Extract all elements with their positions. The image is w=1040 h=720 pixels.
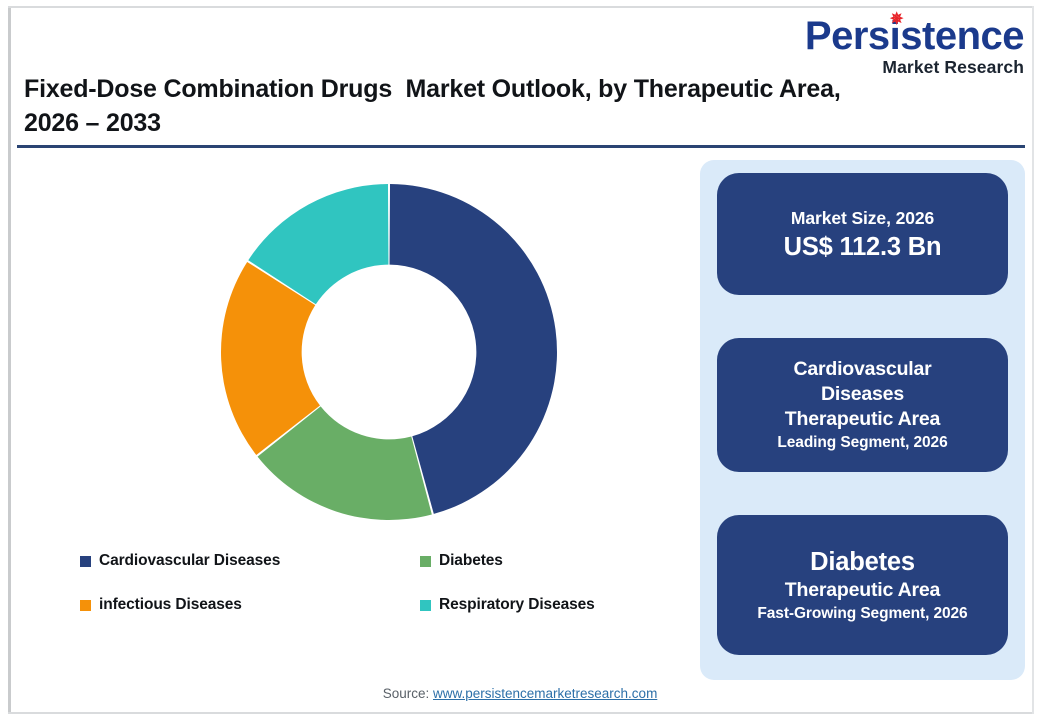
market-size-card: Market Size, 2026 US$ 112.3 Bn [717,173,1008,295]
fast-growing-segment-name: Diabetes [810,547,915,576]
fast-growing-segment-card: Diabetes Therapeutic Area Fast-Growing S… [717,515,1008,655]
leading-segment-name-line1: Cardiovascular [793,357,932,380]
source-label: Source: [382,686,430,701]
fast-growing-segment-caption: Fast-Growing Segment, 2026 [757,604,968,622]
legend-item-diabetes[interactable]: Diabetes [420,552,660,570]
leading-segment-caption: Leading Segment, 2026 [777,433,948,451]
donut-chart-svg [221,184,558,520]
legend-label-cardiovascular-diseases: Cardiovascular Diseases [99,552,281,569]
fast-growing-segment-category: Therapeutic Area [784,578,941,601]
donut-slice-group [221,184,558,520]
logo-tagline: Market Research [882,57,1024,77]
legend-swatch-diabetes [420,555,431,567]
donut-slice-respiratory-diseases[interactable] [248,184,389,305]
donut-chart [16,160,688,560]
legend-swatch-respiratory-diseases [420,599,431,611]
legend-label-diabetes: Diabetes [439,552,503,569]
market-size-value: US$ 112.3 Bn [783,232,942,261]
title-divider [17,145,1025,148]
frame-border-right [1032,6,1034,714]
legend-label-respiratory-diseases: Respiratory Diseases [439,596,595,613]
legend-item-cardiovascular-diseases[interactable]: Cardiovascular Diseases [80,552,420,570]
logo-wordmark-text: Persistence [804,14,1025,58]
frame-border-top [8,6,1032,8]
frame-border-left [8,6,11,714]
donut-slice-infectious-diseases[interactable] [221,261,320,455]
star-icon: ✵ [889,11,903,28]
source-link[interactable]: www.persistencemarketresearch.com [432,686,658,701]
legend-swatch-cardiovascular-diseases [80,555,91,567]
leading-segment-category: Therapeutic Area [784,407,941,430]
leading-segment-card: Cardiovascular Diseases Therapeutic Area… [717,338,1008,472]
market-size-label: Market Size, 2026 [790,207,935,228]
frame-border-bottom [8,712,1032,714]
donut-slice-diabetes[interactable] [257,406,432,520]
leading-segment-name-line2: Diseases [821,382,904,405]
legend-item-respiratory-diseases[interactable]: Respiratory Diseases [420,596,660,614]
chart-legend: Cardiovascular Diseases Diabetes infecti… [80,552,660,614]
logo-wordmark: Persistence ✵ [804,11,1025,58]
source-line: Source: www.persistencemarketresearch.co… [0,686,1040,701]
company-logo: Persistence ✵ Market Research [788,11,1025,78]
legend-swatch-infectious-diseases [80,599,91,611]
highlights-panel: Market Size, 2026 US$ 112.3 Bn Cardiovas… [700,160,1025,680]
legend-item-infectious-diseases[interactable]: infectious Diseases [80,596,420,614]
page-title: Fixed-Dose Combination Drugs Market Outl… [24,75,841,137]
legend-label-infectious-diseases: infectious Diseases [99,596,242,613]
donut-slice-cardiovascular-diseases[interactable] [389,184,558,514]
